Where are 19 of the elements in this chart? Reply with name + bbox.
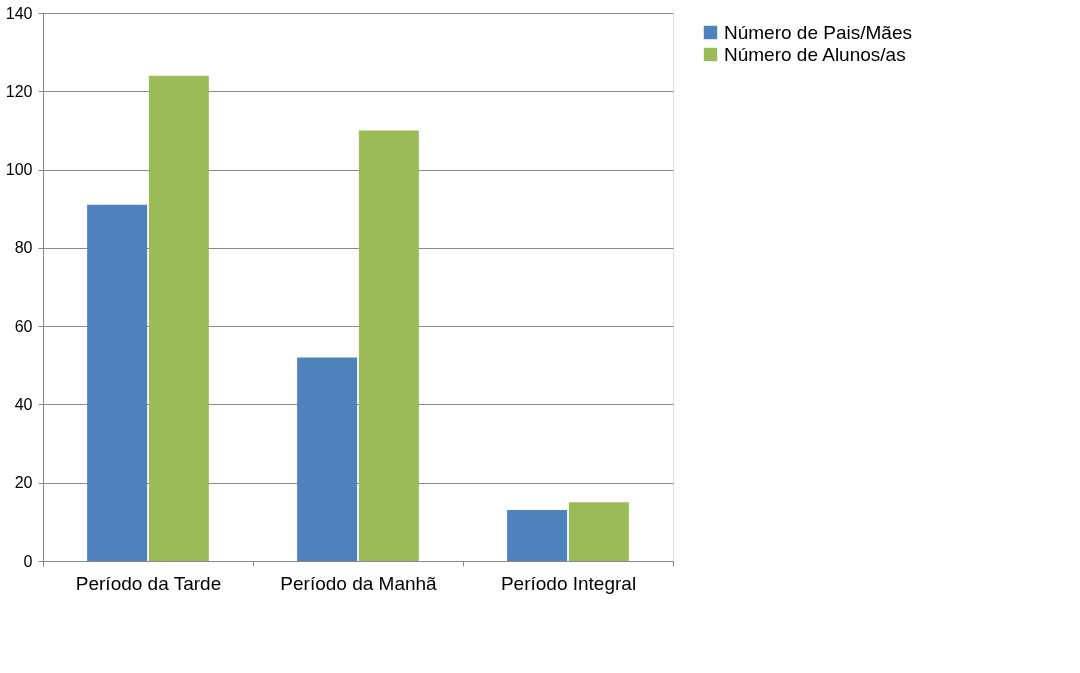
x-tick-label: Período da Tarde (75, 572, 222, 594)
y-tick-label: 80 (14, 239, 33, 257)
bar (297, 357, 358, 561)
x-tick-label: Período da Manhã (280, 572, 438, 594)
y-tick-label: 40 (14, 395, 33, 413)
x-tick-label: Período Integral (500, 572, 637, 594)
bar (87, 204, 148, 561)
y-tick-label: 20 (14, 474, 33, 492)
legend-label: Número de Pais/Mães (724, 21, 912, 43)
y-tick-label: 60 (14, 317, 33, 335)
legend-label: Número de Alunos/as (724, 43, 906, 65)
bar (568, 502, 629, 561)
bar (358, 130, 419, 561)
bar (148, 75, 209, 561)
y-tick-label: 140 (5, 4, 33, 22)
y-tick-label: 0 (23, 552, 33, 570)
y-tick-label: 120 (5, 82, 33, 100)
y-tick-label: 100 (5, 161, 33, 179)
bar (507, 510, 568, 561)
